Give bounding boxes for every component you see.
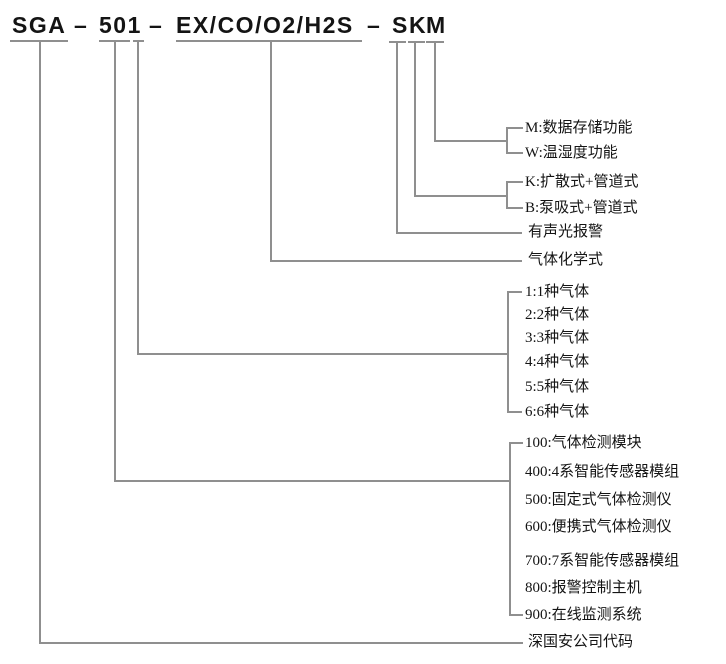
legend-series-100: 100:气体检测模块	[525, 435, 642, 451]
bracket-gas-count-tick-top	[507, 291, 522, 293]
bracket-gas-count-tick-bottom	[507, 411, 522, 413]
bracket-series	[509, 442, 511, 616]
leader-suffix-m	[434, 42, 436, 142]
bracket-mw	[506, 127, 508, 154]
legend-series-800: 800:报警控制主机	[525, 580, 642, 596]
legend-gas-count-5: 5:5种气体	[525, 379, 590, 395]
bracket-mw-tick-bottom	[506, 152, 523, 154]
bracket-kb-tick-bottom	[506, 207, 523, 209]
separator-dash: –	[367, 12, 382, 38]
hline-suffix-s	[396, 232, 522, 234]
legend-k-option-pump: B:泵吸式+管道式	[525, 200, 638, 216]
legend-series-600: 600:便携式气体检测仪	[525, 519, 672, 535]
hline-series	[114, 480, 511, 482]
separator-dash: –	[149, 12, 164, 38]
leader-suffix-k	[414, 42, 416, 197]
legend-gas-count-2: 2:2种气体	[525, 307, 590, 323]
separator-dash: –	[74, 12, 89, 38]
underline-gas-count	[133, 40, 144, 42]
hline-company-code	[39, 642, 523, 644]
bracket-gas-count	[507, 291, 509, 413]
leader-gas-count	[137, 42, 139, 355]
bracket-kb-tick-top	[506, 181, 523, 183]
legend-alarm: 有声光报警	[528, 224, 604, 240]
legend-m-option-humidity: W:温湿度功能	[525, 145, 618, 161]
hline-gas-formula	[270, 260, 522, 262]
leader-series	[114, 42, 116, 482]
legend-series-500: 500:固定式气体检测仪	[525, 492, 672, 508]
hline-suffix-m	[434, 140, 508, 142]
legend-series-900: 900:在线监测系统	[525, 607, 642, 623]
underline-gas-formula	[176, 40, 362, 42]
leader-suffix-s	[396, 42, 398, 234]
legend-gas-count-6: 6:6种气体	[525, 404, 590, 420]
bracket-mw-tick-top	[506, 127, 523, 129]
title-suffix-k: K	[409, 12, 428, 38]
hline-gas-count	[137, 353, 509, 355]
underline-company-code	[10, 40, 68, 42]
legend-gas-formula: 气体化学式	[528, 252, 604, 268]
title-company-code: SGA	[12, 12, 67, 38]
title-series-code: 501	[99, 12, 142, 38]
legend-m-option-storage: M:数据存储功能	[525, 120, 633, 136]
legend-company-code: 深国安公司代码	[528, 634, 634, 650]
legend-gas-count-1: 1:1种气体	[525, 284, 590, 300]
bracket-series-tick-bottom	[509, 614, 523, 616]
legend-series-400: 400:4系智能传感器模组	[525, 464, 680, 480]
leader-gas-formula	[270, 42, 272, 262]
underline-series	[99, 40, 130, 42]
legend-gas-count-3: 3:3种气体	[525, 330, 590, 346]
legend-gas-count-4: 4:4种气体	[525, 354, 590, 370]
title-suffix-s: S	[392, 12, 409, 38]
leader-company-code	[39, 42, 41, 644]
title-suffix-m: M	[426, 12, 447, 38]
title-gas-formula: EX/CO/O2/H2S	[176, 12, 354, 38]
hline-suffix-k	[414, 195, 508, 197]
bracket-series-tick-top	[509, 442, 523, 444]
legend-k-option-diffusion: K:扩散式+管道式	[525, 174, 639, 190]
legend-series-700: 700:7系智能传感器模组	[525, 553, 680, 569]
underline-suffix-k	[408, 41, 425, 43]
bracket-kb	[506, 181, 508, 209]
